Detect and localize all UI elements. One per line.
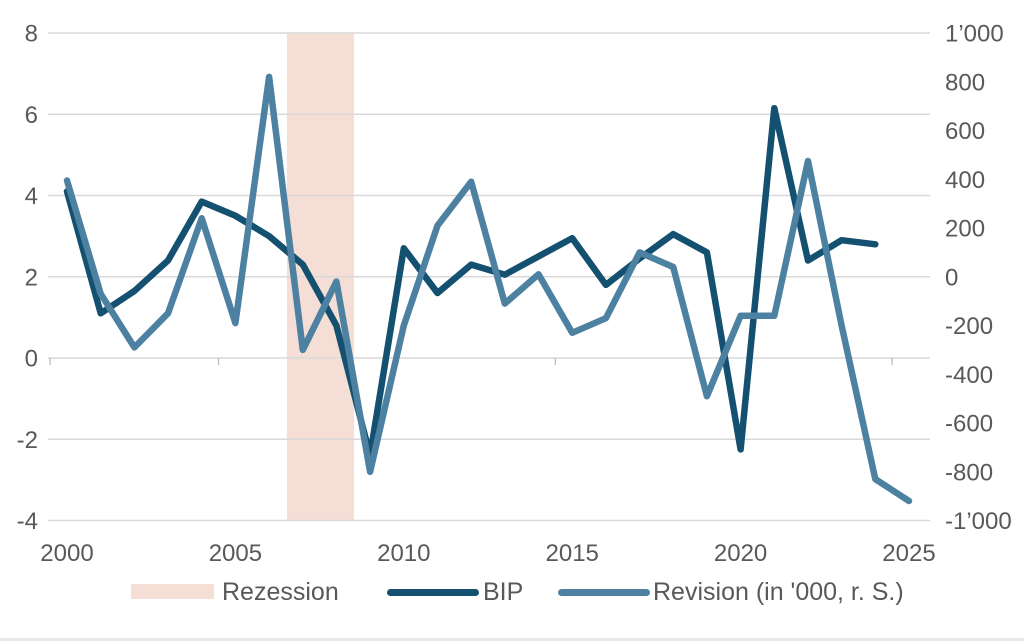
x-axis-tick-label: 2000 [40,540,93,567]
footer-divider [0,638,1024,641]
right-axis-tick-label: 600 [945,118,985,145]
x-axis-tick-label: 2025 [882,540,935,567]
left-axis-tick-label: -4 [17,508,38,535]
right-axis-tick-label: 200 [945,216,985,243]
left-axis-tick-label: 0 [25,346,38,373]
right-axis-tick-label: 400 [945,167,985,194]
left-axis-tick-label: 2 [25,264,38,291]
left-axis-tick-label: 8 [25,21,38,48]
right-axis-tick-label: -800 [945,459,993,486]
right-axis-tick-label: -1’000 [945,508,1012,535]
x-axis-tick-label: 2020 [714,540,767,567]
x-axis-tick-label: 2010 [377,540,430,567]
left-axis-tick-label: -2 [17,427,38,454]
revision-line [63,73,913,505]
left-axis-tick-label: 4 [25,183,38,210]
right-axis-tick-label: 800 [945,69,985,96]
right-axis-tick-label: -200 [945,313,993,340]
x-axis-tick-label: 2015 [546,540,599,567]
left-axis-tick-label: 6 [25,102,38,129]
x-axis-tick-label: 2005 [209,540,262,567]
right-axis-tick-label: -400 [945,362,993,389]
right-axis-tick-label: 1’000 [945,21,1004,48]
right-axis-tick-label: 0 [945,264,958,291]
right-axis-tick-label: -600 [945,411,993,438]
bip-line [63,104,879,459]
